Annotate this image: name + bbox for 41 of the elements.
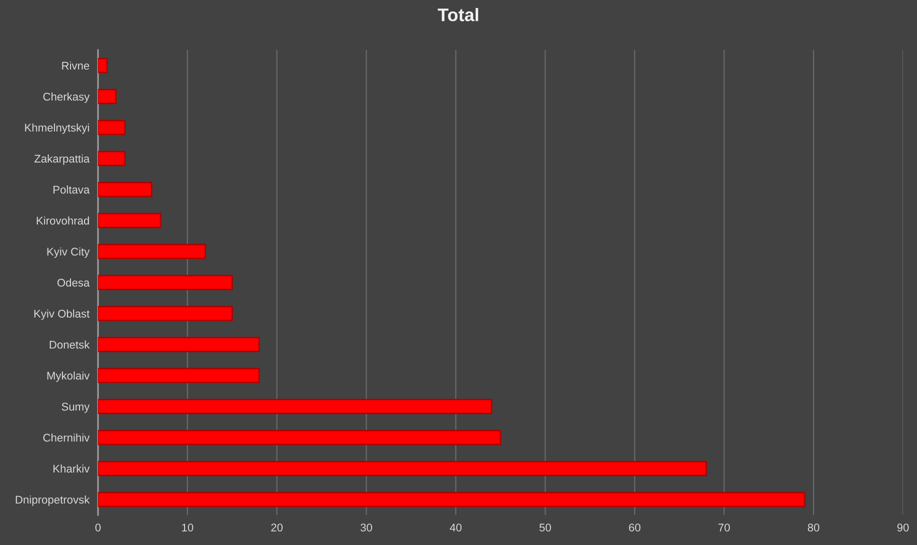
y-tick-label: Dnipropetrovsk [16, 495, 90, 506]
bar [98, 182, 152, 198]
y-tick-label: Khmelnytskyi [25, 123, 89, 134]
y-tick-label: Donetsk [50, 340, 90, 349]
bar [98, 336, 260, 352]
bar [98, 120, 126, 136]
y-tick-label: Odesa [57, 278, 90, 287]
x-tick-label: 30 [360, 524, 372, 532]
x-tick-label: 20 [271, 524, 283, 532]
x-tick-label: 40 [450, 524, 462, 532]
chart-title: Total [438, 8, 478, 22]
bar [98, 492, 806, 508]
x-tick-label: 60 [629, 524, 640, 532]
bar [98, 274, 233, 290]
x-tick-label: 70 [718, 524, 730, 532]
bar [98, 58, 108, 74]
y-tick-label: Rivne [62, 61, 90, 70]
x-tick-label: 10 [182, 524, 194, 532]
bar [98, 244, 206, 260]
y-tick-label: Poltava [54, 185, 90, 194]
bar [98, 398, 492, 414]
y-tick-label: Kyiv City [47, 247, 90, 258]
bar [98, 88, 117, 104]
x-tick-label: 80 [808, 524, 820, 532]
bar [98, 306, 233, 322]
x-tick-label: 90 [897, 524, 909, 532]
x-tick-label: 50 [539, 524, 551, 532]
bar [98, 150, 126, 166]
y-tick-label: Sumy [62, 402, 90, 413]
y-tick-label: Chernihiv [43, 433, 90, 442]
y-tick-label: Kharkiv [54, 464, 90, 473]
x-tick-label: 0 [95, 524, 101, 532]
y-tick-label: Kyiv Oblast [34, 309, 90, 320]
bar [98, 368, 260, 384]
y-tick-label: Mykolaiv [47, 371, 90, 382]
y-tick-label: Zakarpattia [34, 154, 90, 165]
bar [98, 212, 162, 228]
bar [98, 430, 502, 446]
y-tick-label: Cherkasy [43, 92, 90, 103]
y-tick-label: Kirovohrad [36, 216, 89, 225]
bar [98, 460, 707, 476]
